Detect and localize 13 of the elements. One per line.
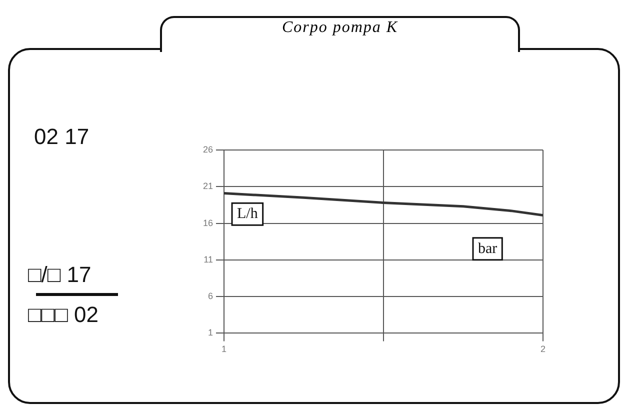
- y-tick-label: 21: [202, 181, 214, 192]
- text: □/□ 17: [28, 262, 92, 288]
- y-tick-label: 6: [208, 291, 214, 302]
- y-tick-label: 26: [202, 144, 214, 154]
- text: 02 17: [34, 124, 90, 150]
- x-tick-label: 2: [540, 344, 546, 354]
- chart-title: Corpo pompa K: [280, 19, 400, 37]
- y-tick-label: 1: [208, 328, 214, 338]
- y-tick-label: 16: [202, 218, 214, 228]
- y-axis-title: L/h: [237, 206, 258, 222]
- text: □□□ 02: [28, 302, 98, 328]
- y-tick-label: 11: [204, 254, 214, 264]
- x-axis-title: bar: [478, 240, 498, 257]
